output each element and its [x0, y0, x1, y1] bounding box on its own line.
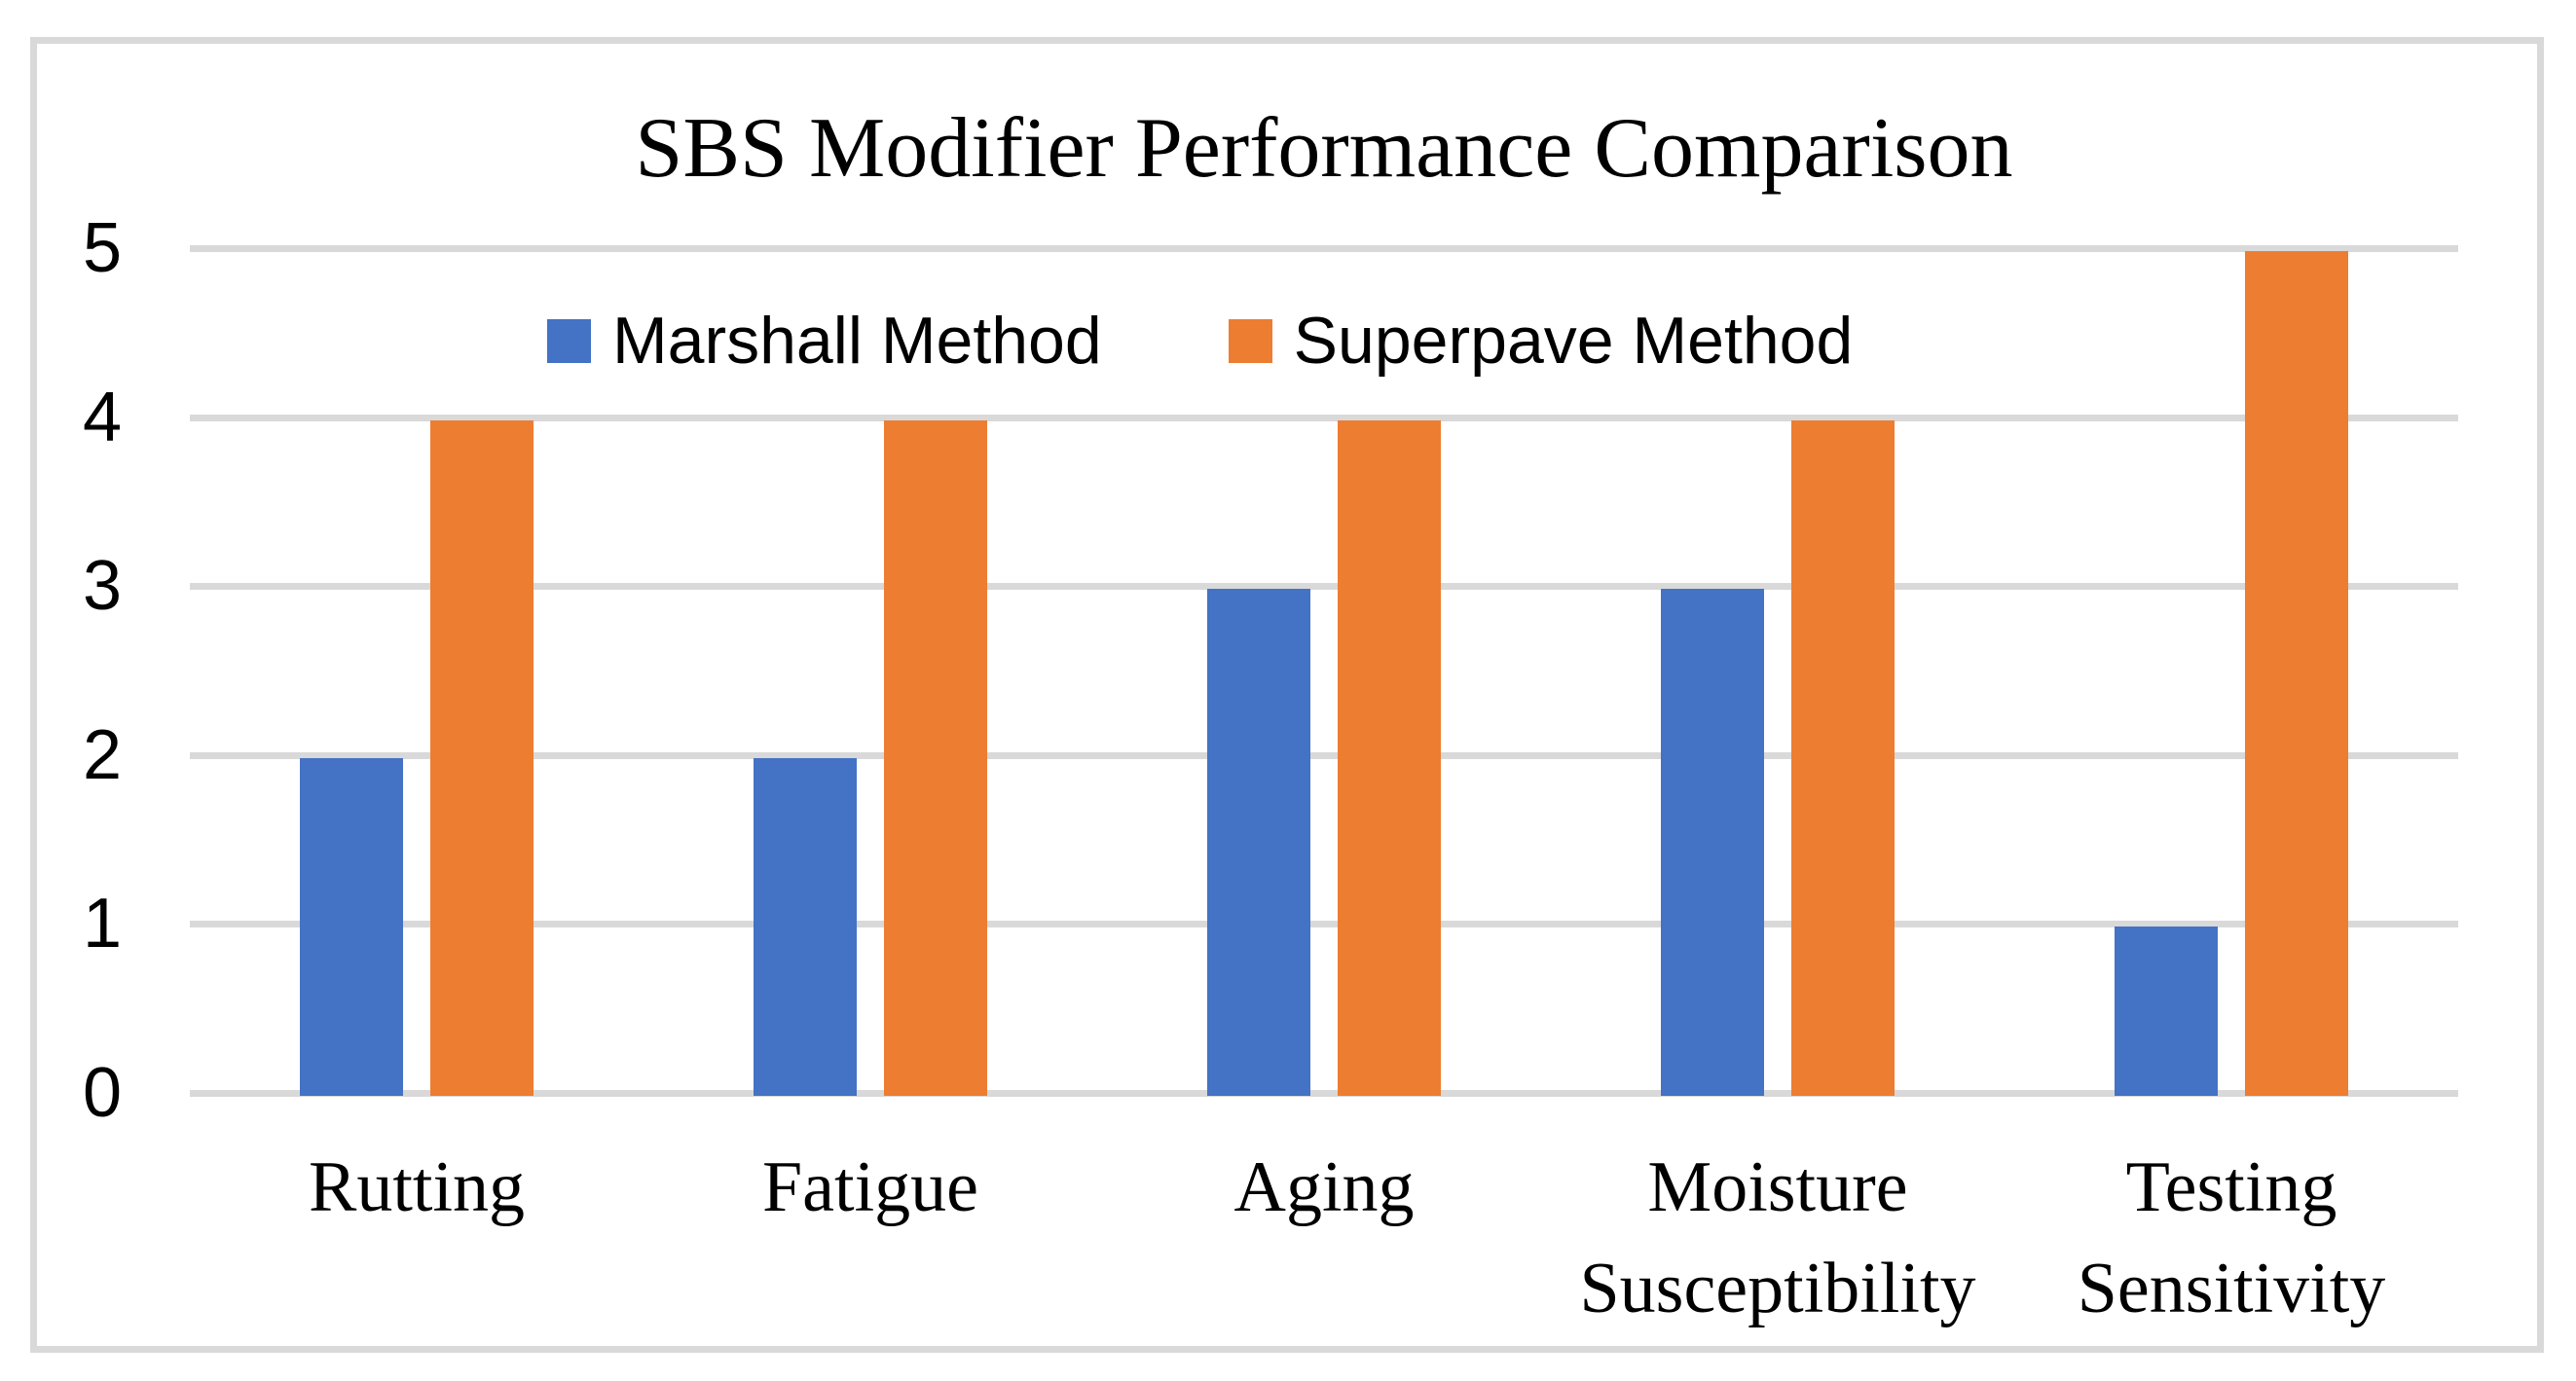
bar-superpave-method-testing-sensitivity [2245, 251, 2348, 1096]
gridline-y-5 [190, 245, 2458, 252]
category-label-rutting: Rutting [308, 1147, 526, 1227]
y-axis-tick-label-0: 0 [82, 1054, 122, 1132]
y-axis: 0 1 2 3 4 5 [0, 0, 122, 1381]
y-axis-tick-label-3: 3 [82, 547, 122, 626]
bar-marshall-method-testing-sensitivity [2115, 927, 2218, 1096]
legend-label: Marshall Method [612, 304, 1102, 378]
y-axis-tick-label-1: 1 [82, 885, 122, 963]
bar-marshall-method-moisture-susceptibility [1661, 589, 1764, 1096]
category-label-testing-sensitivity: Testing Sensitivity [2077, 1147, 2386, 1328]
bar-superpave-method-moisture-susceptibility [1791, 419, 1895, 1096]
gridline-y-0 [190, 1090, 2458, 1097]
legend-item-marshall-method: Marshall Method [547, 306, 1102, 376]
category-label-aging: Aging [1233, 1147, 1415, 1227]
gridline-y-4 [190, 414, 2458, 421]
bar-superpave-method-rutting [430, 419, 534, 1096]
gridline-y-2 [190, 751, 2458, 759]
chart-title: SBS Modifier Performance Comparison [635, 101, 2013, 196]
category-label-fatigue: Fatigue [762, 1147, 978, 1227]
y-axis-tick-label-5: 5 [82, 209, 122, 287]
legend-item-superpave-method: Superpave Method [1228, 304, 1854, 378]
bar-superpave-method-aging [1338, 419, 1441, 1096]
bar-superpave-method-fatigue [884, 419, 987, 1096]
bar-marshall-method-fatigue [754, 757, 857, 1096]
legend-label: Superpave Method [1293, 304, 1854, 378]
legend-swatch-icon [1228, 318, 1272, 363]
y-axis-tick-label-4: 4 [82, 378, 122, 456]
chart-legend: Marshall Method Superpave Method [547, 306, 1853, 376]
gridline-y-1 [190, 921, 2458, 928]
plot-area [190, 245, 2458, 1097]
gridline-y-3 [190, 583, 2458, 591]
bar-marshall-method-aging [1207, 589, 1310, 1096]
category-label-moisture-susceptibility: Moisture Susceptibility [1579, 1147, 1976, 1328]
legend-swatch-icon [547, 318, 591, 363]
bar-marshall-method-rutting [300, 757, 403, 1096]
y-axis-tick-label-2: 2 [82, 715, 122, 794]
